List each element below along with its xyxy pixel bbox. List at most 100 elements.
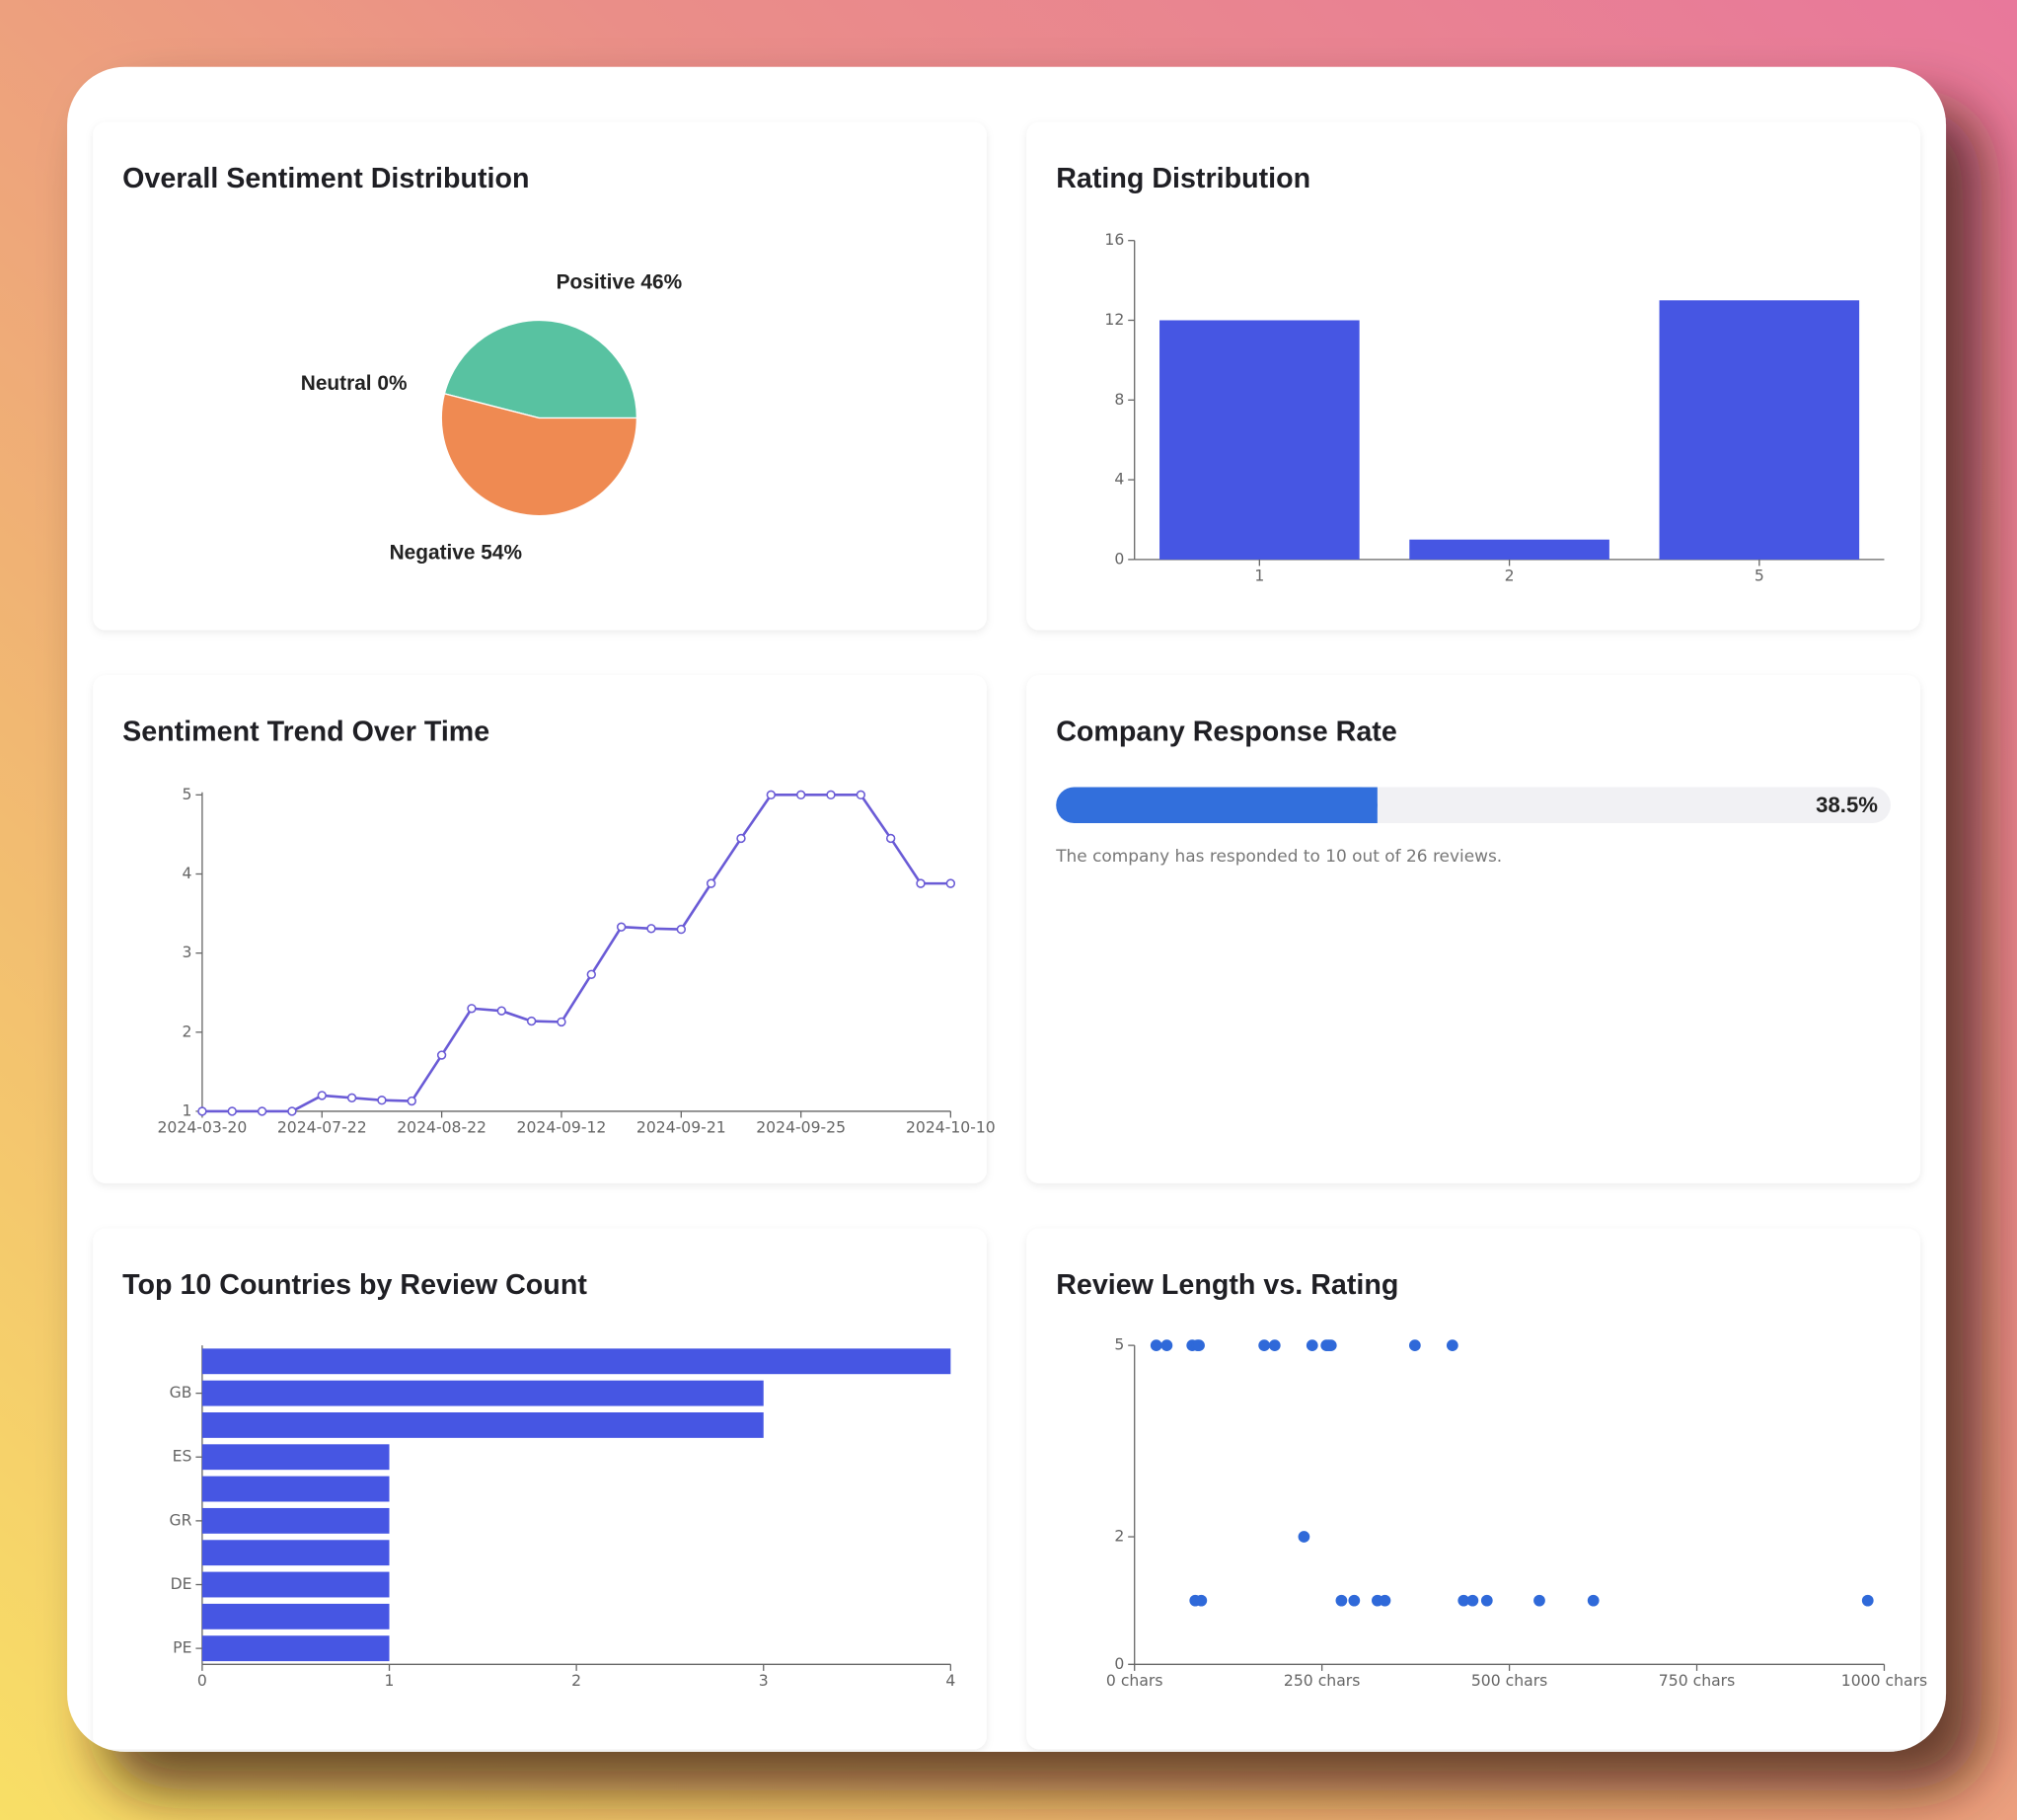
line-point	[257, 1106, 267, 1116]
x-tick-label: 0	[197, 1671, 207, 1690]
scatter-point	[1150, 1339, 1162, 1351]
panel-title: Overall Sentiment Distribution	[122, 163, 529, 194]
x-tick-label: 2	[571, 1671, 581, 1690]
bar	[201, 1540, 390, 1566]
line-point	[317, 1091, 327, 1100]
x-tick-label: 2024-07-22	[277, 1117, 367, 1136]
scatter-point	[1861, 1594, 1874, 1607]
line-point	[885, 833, 896, 844]
bar	[201, 1380, 764, 1406]
bar	[1159, 320, 1360, 560]
line-point	[526, 1016, 537, 1026]
x-tick-label: 2024-03-20	[157, 1117, 247, 1136]
scatter-point	[1587, 1594, 1600, 1607]
scatter-point	[1160, 1339, 1173, 1351]
line-point	[227, 1106, 237, 1116]
scatter-point	[1408, 1339, 1421, 1351]
progress-note: The company has responded to 10 out of 2…	[1055, 846, 1502, 866]
panel-title: Review Length vs. Rating	[1056, 1269, 1398, 1301]
line-point	[496, 1006, 506, 1016]
pie-label: Positive 46%	[557, 270, 682, 293]
y-tick-label: 16	[1104, 230, 1124, 249]
line-point	[616, 922, 627, 932]
bar	[201, 1444, 390, 1471]
scatter-point	[1348, 1594, 1361, 1607]
y-tick-label: 2	[1114, 1527, 1124, 1546]
y-tick-label: ES	[173, 1447, 192, 1466]
panel: Sentiment Trend Over Time 1 2 3 4 5 2024-03-20…	[93, 675, 996, 1183]
scatter-point	[1306, 1339, 1318, 1351]
panel: Overall Sentiment Distribution Positive 4…	[93, 121, 987, 631]
pie-label-value: 0%	[377, 372, 407, 395]
panel-title: Company Response Rate	[1056, 716, 1397, 747]
x-tick-label: 2024-09-12	[517, 1117, 607, 1136]
x-tick-label: 2024-09-25	[756, 1117, 846, 1136]
pie-label-value: 54%	[481, 541, 522, 564]
line-point	[467, 1004, 477, 1014]
bar	[1659, 300, 1860, 560]
pie-label-name: Positive	[557, 270, 635, 293]
y-tick-label: 0	[1114, 549, 1124, 568]
scatter-point	[1258, 1339, 1271, 1351]
line-point	[646, 924, 656, 934]
x-tick-label: 1	[385, 1671, 395, 1690]
scatter-point	[1193, 1339, 1205, 1351]
bar	[201, 1571, 390, 1598]
x-tick-label: 2024-08-22	[397, 1117, 486, 1136]
line-point	[945, 878, 956, 888]
x-tick-label: 750 chars	[1659, 1671, 1735, 1690]
scatter-point	[1298, 1531, 1310, 1543]
line-point	[407, 1096, 416, 1106]
line-point	[377, 1096, 387, 1105]
bar	[201, 1603, 390, 1630]
scatter-point	[1457, 1594, 1470, 1607]
y-tick-label: 1	[183, 1100, 192, 1119]
panel-title: Top 10 Countries by Review Count	[122, 1269, 587, 1301]
panel-title: Sentiment Trend Over Time	[122, 716, 489, 747]
line	[201, 794, 951, 1113]
scatter-point	[1480, 1594, 1493, 1607]
line-point	[676, 924, 687, 935]
y-tick-label: 4	[1114, 470, 1124, 489]
scatter-point	[1335, 1594, 1348, 1607]
y-tick-label: GR	[170, 1510, 192, 1529]
line-point	[826, 790, 836, 800]
progress-label: 38.5%	[1816, 793, 1878, 817]
panel-bg	[1026, 675, 1920, 1183]
pie-label-value: 46%	[640, 270, 682, 293]
y-tick-label: 8	[1114, 390, 1124, 409]
bar	[201, 1411, 764, 1438]
x-tick-label: 2024-10-10	[906, 1117, 996, 1136]
pie-slice	[443, 319, 638, 419]
y-tick-label: GB	[170, 1383, 192, 1402]
line-point	[736, 833, 746, 844]
bar	[201, 1507, 390, 1534]
pie-label-name: Neutral	[301, 372, 372, 395]
bar	[201, 1348, 951, 1375]
line-point	[197, 1106, 207, 1116]
bar	[1409, 539, 1609, 560]
pie-slice	[440, 393, 638, 517]
x-tick-label: 500 chars	[1471, 1671, 1547, 1690]
panel-bg	[93, 675, 987, 1183]
x-tick-label: 3	[759, 1671, 769, 1690]
pie-label: Negative 54%	[390, 541, 522, 564]
line-point	[287, 1106, 297, 1116]
y-tick-label: DE	[171, 1574, 192, 1593]
y-tick-label: 5	[183, 785, 192, 803]
line-point	[706, 878, 716, 888]
line-point	[436, 1050, 447, 1060]
x-tick-label: 2	[1505, 566, 1515, 584]
panel-bg	[1026, 1228, 1920, 1750]
panel: Company Response Rate 38.5% The company ha…	[1026, 675, 1920, 1183]
panel: Top 10 Countries by Review Count 0 1 2 3 4 GB E…	[93, 1228, 987, 1750]
y-tick-label: 4	[183, 864, 192, 882]
y-tick-label: PE	[173, 1638, 191, 1657]
scatter-point	[1466, 1594, 1479, 1607]
panel-title: Rating Distribution	[1056, 163, 1310, 194]
scatter-point	[1324, 1339, 1337, 1351]
pie-label: Neutral 0%	[301, 372, 408, 395]
